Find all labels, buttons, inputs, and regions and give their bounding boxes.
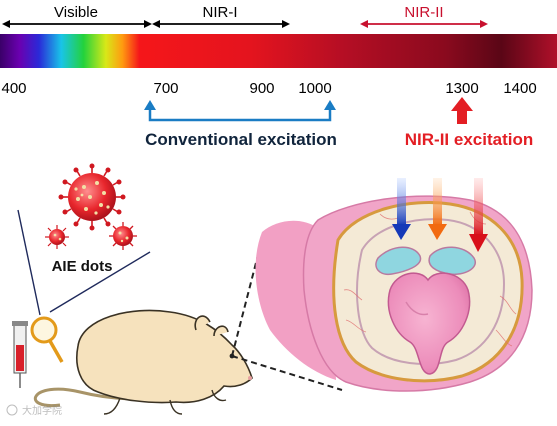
- nir2-excitation-label: NIR-II excitation: [405, 130, 533, 149]
- conventional-excitation-label: Conventional excitation: [145, 130, 337, 149]
- excitation-arrow-orange-icon: [428, 178, 447, 240]
- tick-1000: 1000: [298, 80, 331, 97]
- tick-700: 700: [153, 80, 178, 97]
- magnifier-icon: [30, 316, 64, 363]
- brain-zoom-lines: [231, 254, 343, 391]
- nir1-band-arrow: [152, 20, 290, 28]
- tick-1400: 1400: [503, 80, 536, 97]
- aie-dot-small-right-icon: [109, 222, 137, 250]
- tick-900: 900: [249, 80, 274, 97]
- tick-400: 400: [1, 80, 26, 97]
- aie-dot-large-icon: [58, 163, 126, 231]
- syringe-icon: [12, 321, 28, 388]
- nir1-label: NIR-I: [203, 4, 238, 21]
- tick-1300: 1300: [445, 80, 478, 97]
- nir2-label: NIR-II: [404, 4, 443, 21]
- conventional-arrow-right-icon: [324, 100, 336, 110]
- watermark: 大加学院: [6, 404, 62, 417]
- excitation-arrow-blue-icon: [392, 178, 411, 240]
- aie-dot-small-left-icon: [45, 225, 69, 249]
- nir2-up-arrow-icon: [451, 97, 473, 124]
- visible-label: Visible: [54, 4, 98, 21]
- visible-band-arrow: [2, 20, 152, 28]
- magnifier-zoom-lines: [17, 209, 151, 316]
- conventional-bracket: [148, 110, 332, 122]
- excitation-arrow-red-icon: [469, 178, 488, 252]
- nir2-band-arrow: [360, 20, 488, 28]
- spectrum-bar: [0, 34, 557, 68]
- watermark-text: 大加学院: [22, 404, 62, 417]
- conventional-arrow-left-icon: [144, 100, 156, 110]
- aie-dots-label: AIE dots: [52, 258, 113, 275]
- mouse-icon: [33, 309, 253, 415]
